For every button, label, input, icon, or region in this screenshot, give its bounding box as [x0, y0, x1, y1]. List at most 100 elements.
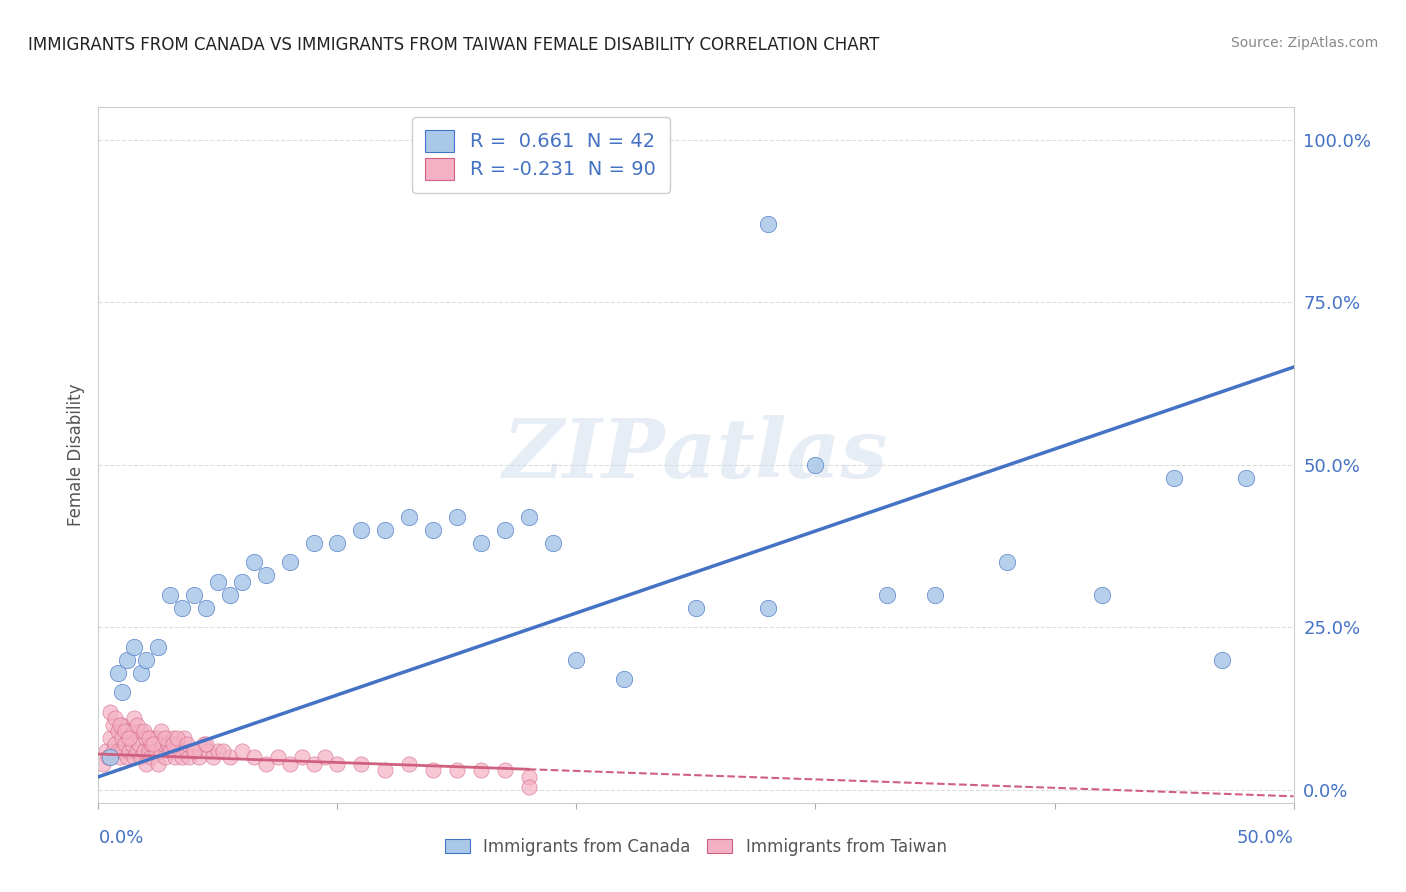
Point: [470, 535, 492, 549]
Point: [565, 653, 588, 667]
Point: [101, 744, 124, 758]
Point: [541, 535, 564, 549]
Point: [326, 756, 349, 771]
Point: [138, 731, 160, 745]
Point: [104, 737, 127, 751]
Point: [804, 458, 827, 472]
Point: [173, 731, 195, 745]
Point: [1211, 653, 1233, 667]
Point: [398, 756, 420, 771]
Point: [132, 724, 155, 739]
Point: [231, 574, 253, 589]
Point: [142, 731, 165, 745]
Point: [111, 685, 134, 699]
Point: [278, 756, 301, 771]
Point: [422, 523, 444, 537]
Point: [494, 523, 516, 537]
Point: [398, 509, 420, 524]
Point: [302, 535, 325, 549]
Point: [494, 764, 516, 778]
Point: [121, 737, 143, 751]
Point: [98, 731, 122, 745]
Point: [243, 555, 266, 569]
Point: [125, 718, 148, 732]
Point: [924, 588, 946, 602]
Point: [107, 724, 129, 739]
Point: [98, 750, 122, 764]
Point: [148, 640, 170, 654]
Point: [124, 750, 146, 764]
Point: [207, 744, 229, 758]
Point: [176, 744, 198, 758]
Point: [139, 750, 162, 764]
Point: [108, 718, 131, 732]
Point: [94, 744, 117, 758]
Point: [756, 217, 779, 231]
Point: [139, 737, 162, 751]
Point: [162, 731, 184, 745]
Point: [111, 718, 134, 732]
Point: [148, 731, 170, 745]
Point: [155, 750, 177, 764]
Point: [149, 724, 172, 739]
Point: [124, 711, 146, 725]
Point: [470, 764, 492, 778]
Point: [91, 756, 114, 771]
Point: [326, 535, 349, 549]
Point: [187, 750, 209, 764]
Point: [132, 744, 155, 758]
Point: [159, 744, 181, 758]
Point: [101, 718, 124, 732]
Point: [172, 750, 194, 764]
Point: [142, 737, 165, 751]
Point: [243, 750, 266, 764]
Point: [176, 737, 198, 751]
Point: [135, 653, 157, 667]
Point: [254, 756, 277, 771]
Point: [115, 750, 138, 764]
Point: [98, 705, 122, 719]
Point: [446, 764, 468, 778]
Point: [135, 731, 157, 745]
Point: [172, 600, 194, 615]
Point: [183, 744, 205, 758]
Point: [107, 665, 129, 680]
Point: [685, 600, 707, 615]
Point: [876, 588, 898, 602]
Point: [422, 764, 444, 778]
Point: [517, 780, 540, 794]
Point: [162, 737, 184, 751]
Point: [108, 750, 131, 764]
Point: [155, 731, 177, 745]
Point: [446, 509, 468, 524]
Point: [1091, 588, 1114, 602]
Point: [995, 555, 1018, 569]
Point: [149, 744, 172, 758]
Y-axis label: Female Disability: Female Disability: [66, 384, 84, 526]
Point: [166, 737, 188, 751]
Point: [291, 750, 314, 764]
Text: IMMIGRANTS FROM CANADA VS IMMIGRANTS FROM TAIWAN FEMALE DISABILITY CORRELATION C: IMMIGRANTS FROM CANADA VS IMMIGRANTS FRO…: [28, 36, 879, 54]
Text: 50.0%: 50.0%: [1237, 829, 1294, 847]
Point: [195, 600, 218, 615]
Point: [613, 672, 636, 686]
Text: Source: ZipAtlas.com: Source: ZipAtlas.com: [1230, 36, 1378, 50]
Text: 0.0%: 0.0%: [98, 829, 143, 847]
Point: [374, 523, 396, 537]
Point: [756, 600, 779, 615]
Point: [148, 756, 170, 771]
Point: [315, 750, 337, 764]
Point: [159, 588, 181, 602]
Point: [115, 724, 138, 739]
Point: [104, 711, 127, 725]
Point: [195, 737, 218, 751]
Point: [1163, 471, 1185, 485]
Point: [302, 756, 325, 771]
Point: [254, 568, 277, 582]
Point: [193, 737, 215, 751]
Point: [97, 750, 120, 764]
Point: [135, 756, 157, 771]
Point: [211, 744, 233, 758]
Point: [125, 744, 148, 758]
Point: [219, 750, 242, 764]
